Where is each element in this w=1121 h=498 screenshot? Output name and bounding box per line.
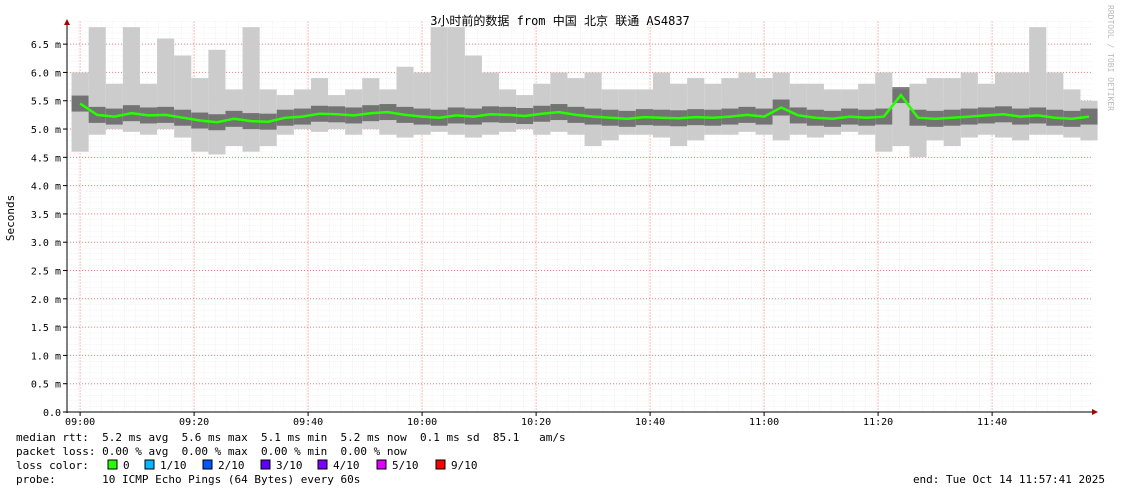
x-tick-label: 10:40: [635, 417, 665, 428]
y-tick-label: 0.0: [43, 408, 61, 419]
y-tick-label: 4.0 m: [31, 182, 61, 193]
smoke-range: [704, 83, 722, 135]
y-tick-label: 1.5 m: [31, 323, 61, 334]
y-tick-label: 2.5 m: [31, 267, 61, 278]
smoke-range: [738, 72, 756, 132]
y-axis-label: Seconds: [4, 195, 17, 241]
smoke-range: [413, 72, 431, 135]
loss-color-label: 4/10: [333, 459, 360, 472]
x-tick-label: 09:00: [65, 417, 95, 428]
smoke-range: [652, 72, 671, 138]
loss-color-label: 2/10: [218, 459, 245, 472]
x-tick-label: 11:00: [749, 417, 779, 428]
loss-color-label: loss color:: [16, 459, 89, 472]
y-tick-label: 3.0 m: [31, 238, 61, 249]
x-tick-label: 11:20: [863, 417, 893, 428]
x-tick-label: 09:40: [293, 417, 323, 428]
smoke-range: [481, 72, 500, 135]
smoke-range: [157, 38, 175, 130]
median-line: [79, 93, 1090, 124]
smoke-core: [1080, 108, 1098, 125]
y-tick-label: 5.5 m: [31, 97, 61, 108]
plot-area: [67, 21, 1098, 413]
smoke-range: [430, 27, 448, 132]
smoke-range: [242, 27, 260, 152]
smoke-range: [858, 83, 876, 135]
smoke-range: [755, 78, 773, 135]
median-rtt-stats: median rtt: 5.2 ms avg 5.6 ms max 5.1 ms…: [16, 431, 566, 444]
smoke-range: [464, 55, 482, 138]
loss-color-label: 0: [123, 459, 130, 472]
packet-loss-stats: packet loss: 0.00 % avg 0.00 % max 0.00 …: [16, 445, 407, 458]
smoke-range: [926, 78, 944, 141]
y-tick-label: 3.5 m: [31, 210, 61, 221]
smoke-range: [208, 49, 226, 155]
smoke-range: [994, 72, 1013, 138]
smoke-range: [550, 72, 568, 132]
loss-color-label: 9/10: [451, 459, 478, 472]
smoke-range: [721, 78, 739, 135]
y-tick-label: 1.0 m: [31, 351, 61, 362]
y-tick-label: 6.5 m: [31, 40, 61, 51]
chart-title: 3小时前的数据 from 中国 北京 联通 AS4837: [430, 13, 690, 28]
smoke-range: [1012, 72, 1030, 141]
end-time: end: Tue Oct 14 11:57:41 2025: [913, 473, 1105, 486]
smoke-range: [567, 78, 585, 135]
smoke-range: [71, 72, 89, 152]
y-tick-label: 2.0 m: [31, 295, 61, 306]
loss-color-swatch: [107, 459, 118, 470]
y-tick-label: 6.0 m: [31, 68, 61, 79]
y-tick-label: 4.5 m: [31, 153, 61, 164]
watermark: RRDTOOL / TOBI OETIKER: [1106, 5, 1115, 111]
smoke-range: [396, 66, 414, 138]
loss-color-swatch: [435, 459, 446, 470]
loss-color-swatch: [317, 459, 328, 470]
smoke-range: [892, 89, 910, 147]
smoke-range: [960, 72, 978, 138]
loss-color-swatch: [202, 459, 213, 470]
smoke-core: [71, 95, 89, 112]
x-tick-label: 09:20: [179, 417, 209, 428]
y-axis-arrow: [64, 19, 70, 25]
y-tick-label: 5.0 m: [31, 125, 61, 136]
probe-info: probe: 10 ICMP Echo Pings (64 Bytes) eve…: [16, 473, 360, 486]
loss-color-swatch: [260, 459, 271, 470]
x-tick-label: 11:40: [977, 417, 1007, 428]
loss-color-swatch: [376, 459, 387, 470]
x-axis-arrow: [1092, 409, 1098, 415]
smoke-range: [310, 78, 329, 132]
x-tick-label: 10:00: [407, 417, 437, 428]
y-tick-label: 0.5 m: [31, 380, 61, 391]
loss-color-swatch: [144, 459, 155, 470]
loss-color-label: 1/10: [160, 459, 187, 472]
loss-color-label: 5/10: [392, 459, 419, 472]
loss-color-label: 3/10: [276, 459, 303, 472]
smoke-range: [362, 78, 380, 130]
x-tick-label: 10:20: [521, 417, 551, 428]
